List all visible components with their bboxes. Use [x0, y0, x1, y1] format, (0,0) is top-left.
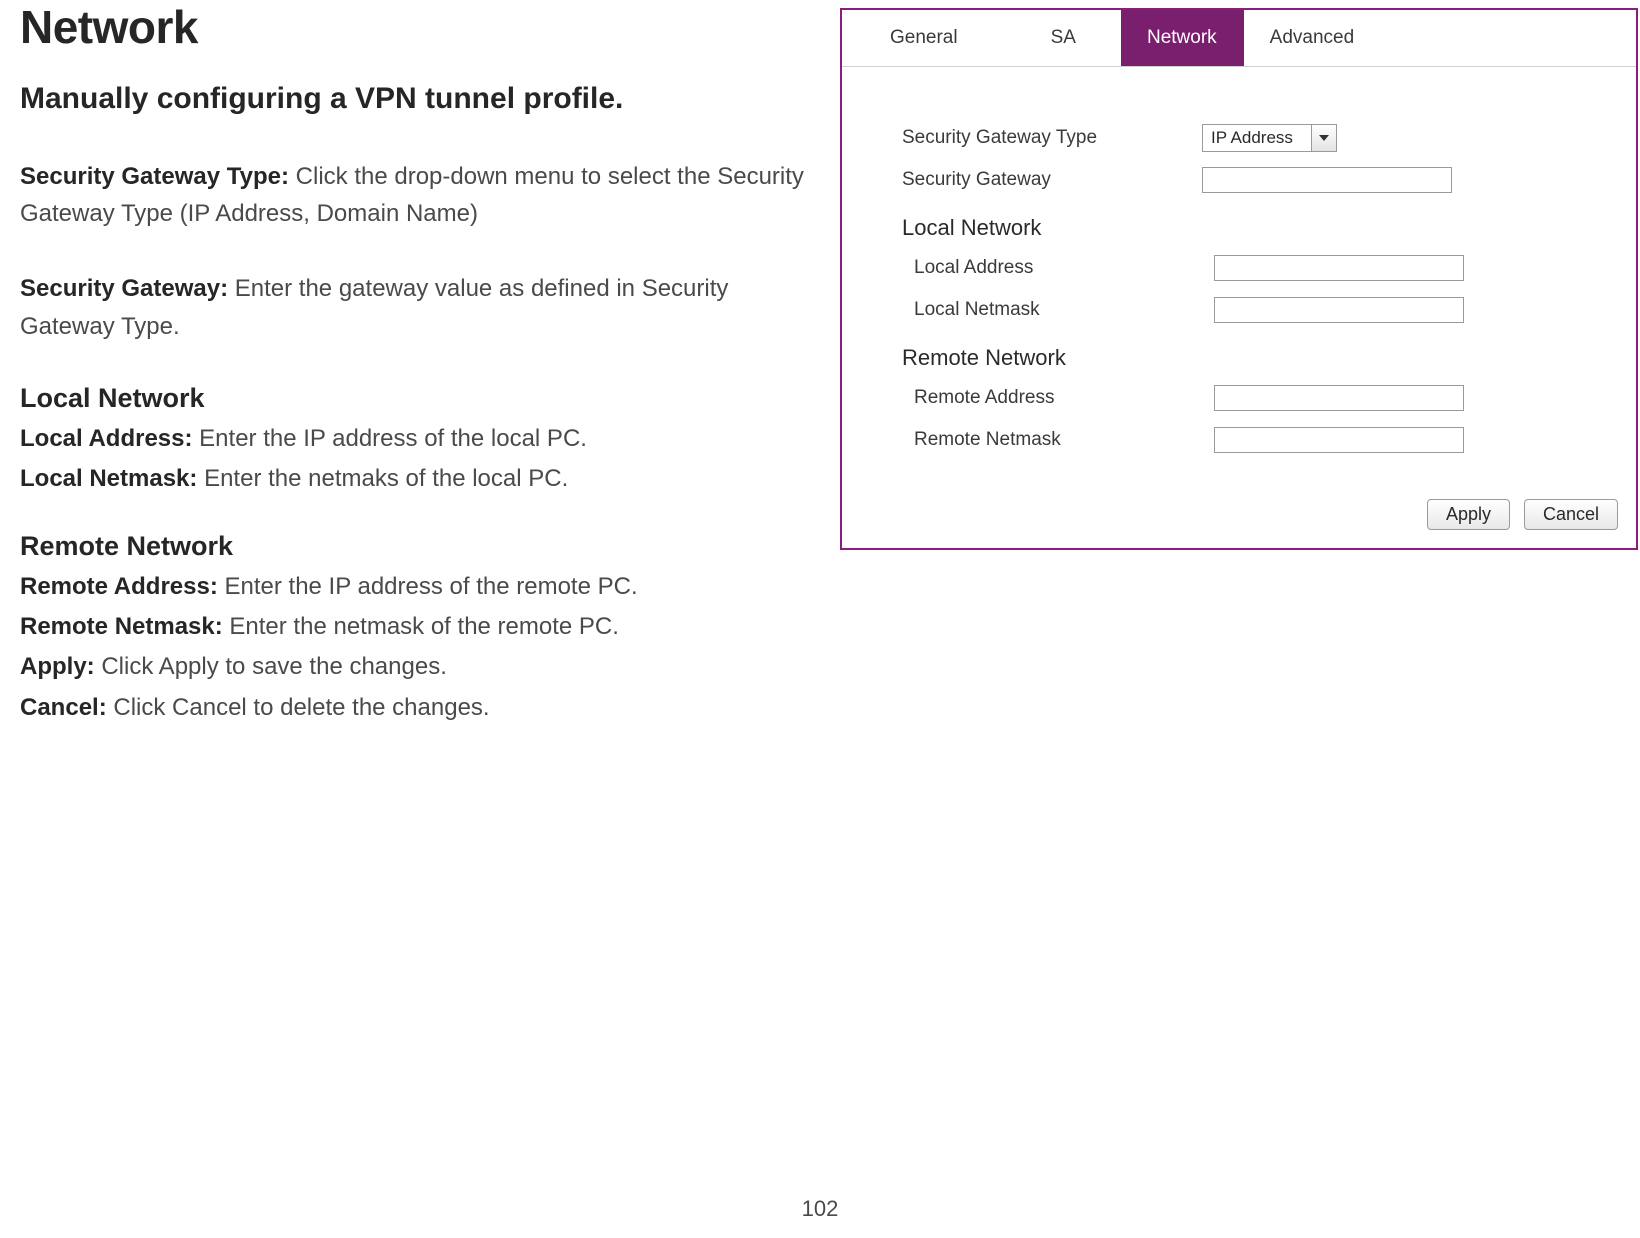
doc-text: Enter the IP address of the local PC. — [193, 425, 587, 452]
page-root: Network Manually configuring a VPN tunne… — [0, 0, 1640, 1238]
gateway-input[interactable] — [1202, 167, 1452, 193]
doc-label: Security Gateway Type: — [20, 163, 289, 190]
remote-address-input[interactable] — [1214, 385, 1464, 411]
gateway-type-select[interactable]: IP Address — [1202, 124, 1337, 152]
label-local-address: Local Address — [902, 257, 1214, 279]
page-number: 102 — [0, 1196, 1640, 1222]
label-remote-netmask: Remote Netmask — [902, 429, 1214, 451]
doc-label: Security Gateway: — [20, 275, 228, 302]
doc-item-local-address: Local Address: Enter the IP address of t… — [20, 420, 810, 458]
spacer — [20, 501, 810, 531]
row-local-address: Local Address — [902, 247, 1606, 289]
tab-advanced[interactable]: Advanced — [1244, 10, 1382, 66]
doc-item-remote-address: Remote Address: Enter the IP address of … — [20, 568, 810, 606]
group-header-remote: Remote Network — [902, 331, 1606, 377]
gateway-type-value: IP Address — [1203, 125, 1311, 151]
columns: Network Manually configuring a VPN tunne… — [20, 0, 1620, 729]
local-netmask-input[interactable] — [1214, 297, 1464, 323]
cancel-button[interactable]: Cancel — [1524, 499, 1618, 530]
row-gateway: Security Gateway — [902, 159, 1606, 201]
doc-item-gateway: Security Gateway: Enter the gateway valu… — [20, 270, 810, 344]
tab-general[interactable]: General — [842, 10, 1007, 66]
doc-section-remote: Remote Network — [20, 531, 810, 562]
doc-column: Network Manually configuring a VPN tunne… — [20, 0, 810, 729]
page-subtitle: Manually configuring a VPN tunnel profil… — [20, 82, 810, 116]
doc-item-apply: Apply: Click Apply to save the changes. — [20, 648, 810, 686]
tab-network[interactable]: Network — [1121, 10, 1244, 66]
tab-bar: General SA Network Advanced — [842, 10, 1636, 67]
form-body: Security Gateway Type IP Address Securit… — [842, 67, 1636, 471]
doc-item-cancel: Cancel: Click Cancel to delete the chang… — [20, 689, 810, 727]
doc-section-local: Local Network — [20, 383, 810, 414]
row-local-netmask: Local Netmask — [902, 289, 1606, 331]
doc-label: Apply: — [20, 653, 95, 680]
row-remote-netmask: Remote Netmask — [902, 419, 1606, 461]
row-remote-address: Remote Address — [902, 377, 1606, 419]
doc-label: Local Address: — [20, 425, 193, 452]
doc-label: Remote Netmask: — [20, 613, 223, 640]
doc-label: Local Netmask: — [20, 465, 197, 492]
doc-label: Cancel: — [20, 694, 107, 721]
page-title: Network — [20, 0, 810, 54]
button-row: Apply Cancel — [842, 471, 1636, 548]
apply-button[interactable]: Apply — [1427, 499, 1510, 530]
label-local-netmask: Local Netmask — [902, 299, 1214, 321]
tab-sa[interactable]: SA — [1007, 10, 1121, 66]
doc-item-local-netmask: Local Netmask: Enter the netmaks of the … — [20, 460, 810, 498]
doc-text: Enter the netmaks of the local PC. — [197, 465, 568, 492]
label-remote-address: Remote Address — [902, 387, 1214, 409]
doc-label: Remote Address: — [20, 573, 218, 600]
remote-netmask-input[interactable] — [1214, 427, 1464, 453]
label-gateway-type: Security Gateway Type — [902, 127, 1202, 149]
doc-text: Enter the netmask of the remote PC. — [223, 613, 619, 640]
row-gateway-type: Security Gateway Type IP Address — [902, 117, 1606, 159]
doc-text: Click Cancel to delete the changes. — [107, 694, 490, 721]
group-header-local: Local Network — [902, 201, 1606, 247]
screenshot-column: General SA Network Advanced Security Gat… — [840, 0, 1640, 729]
local-address-input[interactable] — [1214, 255, 1464, 281]
doc-text: Enter the IP address of the remote PC. — [218, 573, 638, 600]
chevron-down-icon[interactable] — [1311, 125, 1336, 151]
doc-text: Click Apply to save the changes. — [95, 653, 447, 680]
doc-item-gateway-type: Security Gateway Type: Click the drop-do… — [20, 158, 810, 232]
doc-item-remote-netmask: Remote Netmask: Enter the netmask of the… — [20, 608, 810, 646]
config-panel: General SA Network Advanced Security Gat… — [840, 8, 1638, 550]
label-gateway: Security Gateway — [902, 169, 1202, 191]
